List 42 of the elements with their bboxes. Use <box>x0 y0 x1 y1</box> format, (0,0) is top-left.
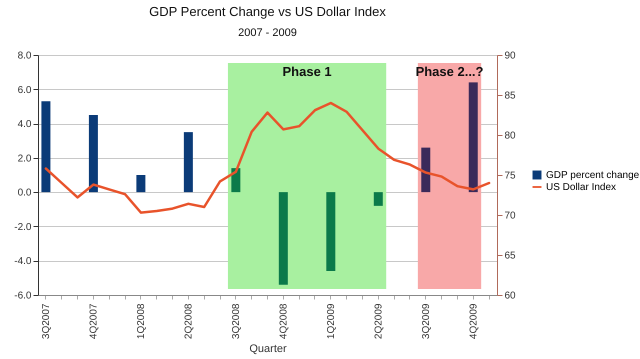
x-tick-label: 3Q2009 <box>420 303 432 340</box>
bar <box>468 82 478 192</box>
y2-tick-label: 60 <box>504 290 516 302</box>
chart-title: GDP Percent Change vs US Dollar Index <box>149 4 386 19</box>
bar <box>136 175 146 192</box>
x-tick-label: 2Q2008 <box>183 303 194 340</box>
legend-label: US Dollar Index <box>546 182 616 193</box>
y-tick-label: 2.0 <box>18 153 32 164</box>
y-tick-label: 4.0 <box>18 119 32 130</box>
y2-tick-label: 80 <box>504 130 516 142</box>
y-tick-label: 6.0 <box>18 84 32 96</box>
bar <box>421 148 430 192</box>
y2-tick-label: 85 <box>504 90 516 102</box>
x-tick-label: 2Q2009 <box>373 303 384 340</box>
x-tick-label: 4Q2007 <box>88 303 100 340</box>
y-tick-label: -4.0 <box>14 256 32 268</box>
line-series <box>44 102 490 214</box>
y2-tick-label: 70 <box>504 210 516 222</box>
bar <box>278 192 288 285</box>
bar <box>88 115 98 192</box>
band-label: Phase 1 <box>282 64 332 79</box>
x-tick-label: 3Q2008 <box>230 303 242 340</box>
band-label: Phase 2...? <box>416 64 484 79</box>
y-tick-label: 0.0 <box>18 188 32 199</box>
bar <box>326 192 336 271</box>
bar <box>184 132 193 192</box>
x-axis-title: Quarter <box>249 343 287 356</box>
x-tick-label: 4Q2008 <box>278 303 290 340</box>
bar <box>41 101 50 192</box>
y2-tick-label: 75 <box>504 170 516 182</box>
x-tick-label: 3Q2007 <box>40 303 52 340</box>
y-tick-label: -2.0 <box>14 222 32 233</box>
bar <box>374 192 383 206</box>
y2-tick-label: 90 <box>504 50 516 62</box>
y2-tick-label: 65 <box>504 250 516 262</box>
y-tick-label: 8.0 <box>18 50 32 62</box>
x-tick-label: 1Q2008 <box>136 303 147 340</box>
x-tick-label: 4Q2009 <box>468 303 480 340</box>
chart-subtitle: 2007 - 2009 <box>238 27 297 39</box>
x-tick-label: 1Q2009 <box>326 303 337 340</box>
legend-label: GDP percent change <box>546 170 640 181</box>
y-tick-label: -6.0 <box>14 290 32 302</box>
